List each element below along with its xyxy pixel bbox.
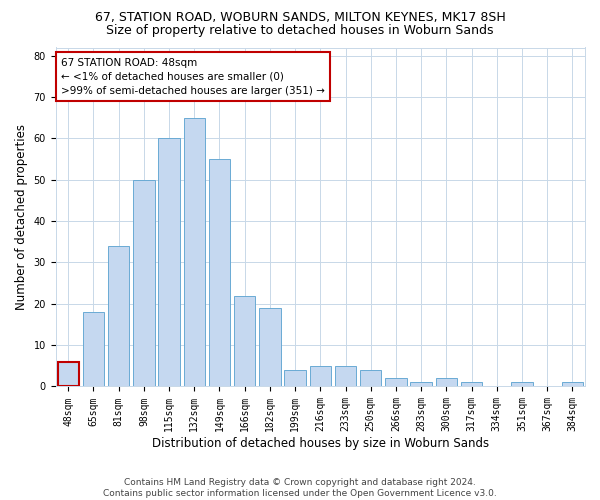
Bar bbox=[511, 382, 533, 386]
Text: 67 STATION ROAD: 48sqm
← <1% of detached houses are smaller (0)
>99% of semi-det: 67 STATION ROAD: 48sqm ← <1% of detached… bbox=[61, 58, 325, 96]
Bar bbox=[259, 308, 281, 386]
Bar bbox=[58, 362, 79, 386]
Bar bbox=[158, 138, 180, 386]
Bar bbox=[234, 296, 256, 386]
Text: 67, STATION ROAD, WOBURN SANDS, MILTON KEYNES, MK17 8SH: 67, STATION ROAD, WOBURN SANDS, MILTON K… bbox=[95, 11, 505, 24]
Bar bbox=[209, 159, 230, 386]
Bar bbox=[108, 246, 130, 386]
Bar bbox=[184, 118, 205, 386]
X-axis label: Distribution of detached houses by size in Woburn Sands: Distribution of detached houses by size … bbox=[152, 437, 489, 450]
Bar bbox=[410, 382, 432, 386]
Text: Size of property relative to detached houses in Woburn Sands: Size of property relative to detached ho… bbox=[106, 24, 494, 37]
Bar bbox=[385, 378, 407, 386]
Bar bbox=[461, 382, 482, 386]
Bar bbox=[360, 370, 382, 386]
Bar bbox=[335, 366, 356, 386]
Y-axis label: Number of detached properties: Number of detached properties bbox=[15, 124, 28, 310]
Bar bbox=[83, 312, 104, 386]
Bar bbox=[310, 366, 331, 386]
Bar bbox=[562, 382, 583, 386]
Bar bbox=[133, 180, 155, 386]
Bar bbox=[436, 378, 457, 386]
Bar bbox=[284, 370, 306, 386]
Text: Contains HM Land Registry data © Crown copyright and database right 2024.
Contai: Contains HM Land Registry data © Crown c… bbox=[103, 478, 497, 498]
